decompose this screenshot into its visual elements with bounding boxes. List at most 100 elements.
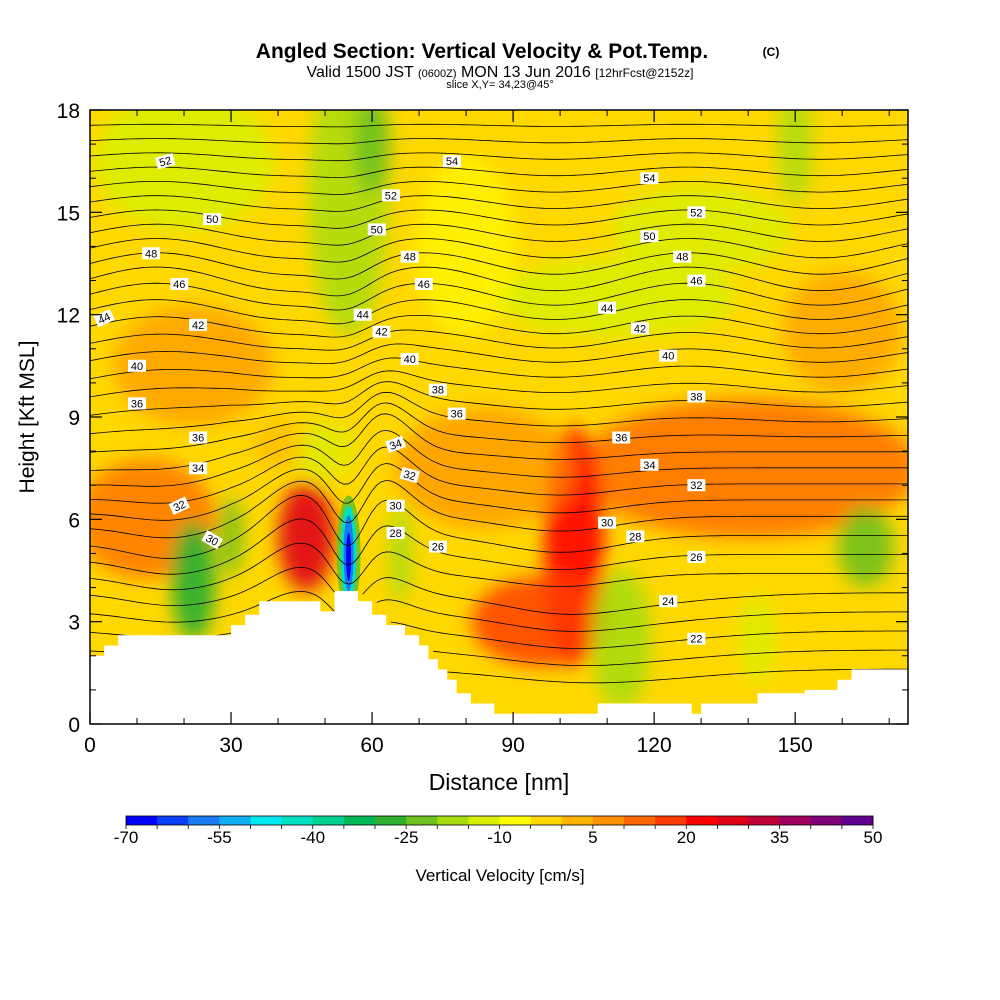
contour-label-bg	[203, 213, 222, 226]
contour-label-bg	[631, 322, 649, 335]
contour-label: 26	[687, 550, 706, 564]
colorbar-swatch	[810, 816, 843, 825]
theta-contours	[90, 123, 908, 684]
contour-label: 42	[372, 325, 391, 339]
theta-contour-46	[90, 252, 908, 280]
theta-contour-52	[90, 166, 908, 178]
contour-label-bg	[128, 397, 146, 410]
contour-label-bg	[687, 550, 706, 563]
colorbar-tick-label: 50	[864, 828, 883, 847]
colorbar-tick-label: 35	[770, 828, 789, 847]
contour-label: 36	[128, 397, 146, 410]
contour-label-bg	[386, 499, 405, 512]
contour-label-text: 46	[418, 279, 430, 291]
contour-label: 54	[640, 172, 659, 185]
x-tick-label: 30	[219, 734, 242, 757]
contour-label: 34	[189, 462, 208, 475]
velocity-blob	[308, 110, 389, 336]
contour-label: 22	[687, 632, 706, 646]
chart-subtitle: Valid 1500 JST (0600Z) MON 13 Jun 2016 […	[306, 64, 693, 81]
velocity-blob	[295, 421, 356, 482]
colorbar-swatch	[592, 816, 625, 825]
colorbar-swatch	[686, 816, 718, 825]
downdraft-core	[336, 495, 361, 612]
theta-contour-51	[90, 180, 908, 195]
theta-contour-22	[442, 668, 908, 684]
contour-label-text: 30	[389, 501, 401, 513]
theta-contour-38	[90, 370, 908, 398]
contour-label-text: 48	[145, 248, 157, 260]
velocity-blob	[471, 576, 612, 667]
contour-label-text: 38	[432, 385, 444, 397]
contour-label-text: 24	[662, 596, 674, 608]
contour-label: 32	[687, 479, 706, 492]
colorbar-swatch	[126, 816, 158, 825]
theta-contour-31	[90, 463, 908, 521]
contour-label-text: 54	[643, 173, 655, 185]
contour-label: 30	[201, 530, 223, 550]
contour-label-bg	[367, 223, 386, 236]
contour-label-text: 34	[192, 463, 204, 475]
colorbar-swatch	[655, 816, 687, 825]
contour-label-bg	[400, 353, 419, 365]
contour-label-text: 50	[371, 224, 383, 236]
contour-label: 32	[399, 466, 420, 484]
y-tick-label: 15	[57, 202, 80, 225]
contour-label-bg	[201, 530, 223, 550]
colorbar-swatch	[437, 816, 469, 825]
velocity-blob	[837, 506, 894, 587]
contour-label-bg	[659, 595, 678, 608]
contour-label-bg	[399, 466, 420, 484]
theta-contour-53	[90, 152, 908, 162]
colorbar-swatch	[281, 816, 314, 825]
contour-label-bg	[168, 496, 190, 515]
contour-label: 30	[598, 516, 617, 530]
contour-label: 48	[400, 250, 419, 264]
colorbar-swatch	[375, 816, 407, 825]
velocity-field	[90, 110, 908, 724]
contour-label-bg	[673, 250, 692, 263]
contour-label-text: 52	[385, 190, 397, 202]
colorbar-tick-label: -70	[114, 828, 139, 847]
theta-contour-55	[90, 123, 908, 128]
contour-label-bg	[170, 278, 189, 290]
contour-label-text: 50	[206, 214, 218, 226]
contour-label-bg	[400, 250, 419, 263]
contour-label-bg	[612, 431, 631, 444]
contour-label-text: 32	[690, 480, 702, 492]
contour-label-text: 44	[357, 310, 369, 322]
theta-contour-37	[90, 381, 908, 416]
y-tick-label: 3	[68, 612, 80, 635]
contour-label-bg	[142, 247, 161, 260]
contour-label-text: 28	[629, 531, 641, 543]
contour-label: 32	[168, 496, 190, 515]
colorbar-swatch	[779, 816, 812, 825]
theta-contour-28	[90, 518, 908, 575]
contour-label-bg	[93, 308, 115, 328]
theta-contour-32	[90, 446, 908, 504]
colorbar-swatch	[343, 816, 376, 825]
theta-contour-45	[90, 266, 908, 297]
y-tick-label: 6	[68, 509, 80, 532]
colorbar-swatch	[312, 816, 345, 825]
contour-label-text: 34	[643, 460, 655, 472]
contour-label-bg	[381, 189, 400, 202]
colorbar-tick-label: 5	[588, 828, 597, 847]
contour-label: 34	[385, 435, 407, 454]
contour-label-bg	[443, 155, 461, 168]
contour-label: 44	[598, 301, 617, 315]
contour-label-text: 36	[615, 433, 627, 445]
theta-contour-54	[90, 138, 908, 145]
contour-label: 52	[381, 189, 400, 202]
contour-label: 28	[386, 527, 405, 540]
contour-label-text: 44	[601, 303, 613, 315]
subtitle-prefix: Valid 1500 JST	[306, 64, 414, 81]
theta-contour-49	[90, 209, 908, 229]
contour-label: 38	[687, 390, 706, 404]
slice-label: slice X,Y= 34,23@45°	[446, 79, 554, 91]
theta-contour-42	[90, 315, 908, 338]
contour-label-text: 40	[662, 351, 674, 363]
